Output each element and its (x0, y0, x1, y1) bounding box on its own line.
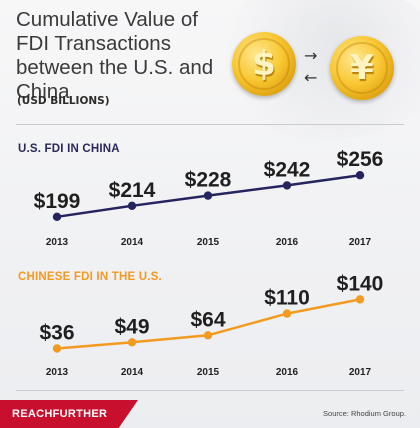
cn-point-2017 (355, 295, 365, 304)
cn-year-label-2013: 2013 (46, 367, 69, 378)
us-value-label-2016: $242 (264, 158, 311, 181)
cn-value-label-2013: $36 (39, 322, 74, 345)
dollar-symbol: $ (252, 44, 276, 84)
us-value-label-2017: $256 (337, 148, 384, 171)
cn-point-2014 (127, 338, 137, 347)
cn-year-label-2014: 2014 (121, 367, 144, 378)
us-year-label-2014: 2014 (121, 237, 144, 248)
page-title: Cumulative Value of FDI Transactions bet… (16, 8, 214, 103)
us-year-label-2013: 2013 (46, 237, 69, 248)
us-value-label-2014: $214 (109, 179, 156, 202)
us-point-2015 (203, 191, 213, 200)
us-year-label-2017: 2017 (349, 237, 372, 248)
cn-point-2015 (203, 331, 213, 340)
us-point-2016 (282, 181, 292, 190)
cn-value-label-2016: $110 (264, 287, 310, 310)
cn-point-2013 (52, 344, 62, 353)
bottom-divider (16, 390, 404, 391)
us-point-2013 (52, 212, 62, 221)
yuan-coin-icon: ¥ (330, 36, 394, 100)
arrow-left-icon: ← (304, 68, 318, 87)
units-subtitle: (USD BILLIONS) (17, 95, 110, 107)
brand-logo: REACHFURTHER (0, 400, 138, 428)
cn-year-label-2015: 2015 (197, 367, 220, 378)
china-chart-title: CHINESE FDI IN THE U.S. (18, 271, 162, 283)
arrow-right-icon: → (304, 46, 318, 65)
us-year-label-2016: 2016 (276, 237, 299, 248)
cn-value-label-2014: $49 (114, 315, 149, 338)
us-year-label-2015: 2015 (197, 237, 220, 248)
us-value-label-2013: $199 (34, 190, 81, 213)
cn-value-label-2015: $64 (190, 308, 225, 331)
source-note: Source: Rhodium Group. (323, 409, 406, 418)
brand-text: REACHFURTHER (12, 408, 108, 420)
cn-value-label-2017: $140 (337, 272, 384, 295)
dollar-coin-icon: $ (232, 32, 296, 96)
us-chart-title: U.S. FDI IN CHINA (18, 143, 120, 155)
us-value-label-2015: $228 (185, 169, 232, 192)
cn-year-label-2016: 2016 (276, 367, 299, 378)
us-point-2017 (355, 171, 365, 180)
cn-point-2016 (282, 309, 292, 318)
top-divider (16, 124, 404, 125)
yuan-symbol: ¥ (350, 48, 374, 88)
us-point-2014 (127, 201, 137, 210)
cn-year-label-2017: 2017 (349, 367, 372, 378)
